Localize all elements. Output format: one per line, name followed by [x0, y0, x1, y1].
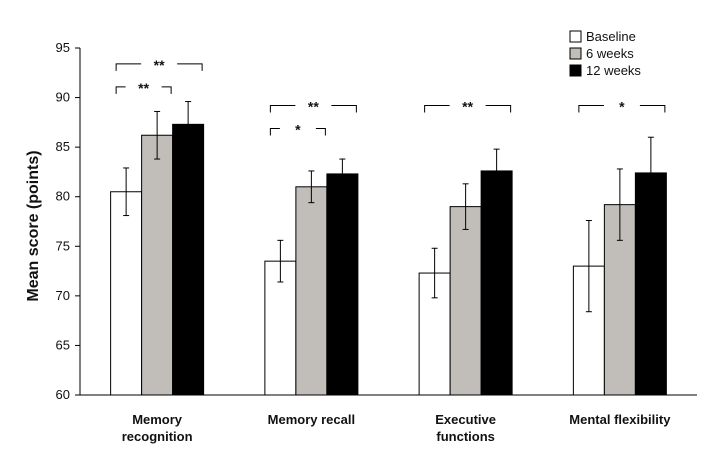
- bar: [110, 191, 143, 396]
- legend-label: 12 weeks: [586, 63, 641, 78]
- bar: [295, 186, 328, 396]
- category-labels: Memory recognition Memory recall Executive f…: [122, 412, 671, 444]
- y-axis-label: Mean score (points): [25, 150, 42, 301]
- significance-brackets: ********* *: [115, 57, 666, 138]
- y-tick-label: 70: [56, 288, 70, 303]
- significance-label: **: [308, 99, 319, 115]
- bar: [172, 123, 205, 396]
- y-tick-label: 65: [56, 337, 70, 352]
- category-label: Memory: [132, 412, 183, 427]
- y-tick-label: 85: [56, 139, 70, 154]
- legend: Baseline 6 weeks 12 weeks: [569, 29, 641, 78]
- significance-bracket: [177, 63, 203, 71]
- legend-swatch: [569, 47, 582, 60]
- significance-label: **: [462, 99, 473, 115]
- significance-bracket: [315, 128, 326, 136]
- category-label: Memory recall: [268, 412, 355, 427]
- significance-bracket: [115, 63, 142, 71]
- bar: [634, 172, 667, 396]
- bar: [141, 134, 174, 396]
- significance-bracket: [115, 86, 126, 94]
- significance-bracket: [424, 105, 450, 113]
- y-tick-label: 90: [56, 90, 70, 105]
- significance-bracket: [269, 128, 280, 136]
- bar: [326, 173, 359, 396]
- significance-bracket: [161, 86, 172, 94]
- significance-label: **: [154, 57, 165, 73]
- legend-swatch: [569, 64, 582, 77]
- category-label: Mental flexibility: [569, 412, 671, 427]
- bar: [264, 260, 297, 396]
- significance-bracket: [269, 105, 296, 113]
- significance-bracket: [485, 105, 512, 113]
- y-tick-label: 80: [56, 189, 70, 204]
- y-tick-label: 75: [56, 238, 70, 253]
- bar: [449, 206, 482, 396]
- category-label: Executive: [435, 412, 496, 427]
- significance-label: *: [295, 122, 301, 138]
- significance-bracket: [578, 105, 604, 113]
- category-label: recognition: [122, 429, 193, 444]
- error-bars: [123, 101, 654, 313]
- y-tick-label: 60: [56, 387, 70, 402]
- y-tick-label: 95: [56, 40, 70, 55]
- legend-label: Baseline: [586, 29, 636, 44]
- significance-bracket: [331, 105, 357, 113]
- legend-label: 6 weeks: [586, 46, 634, 61]
- significance-bracket: [639, 105, 666, 113]
- bars: [110, 123, 667, 396]
- bar: [480, 170, 513, 396]
- legend-swatch: [569, 30, 582, 43]
- category-label: functions: [436, 429, 495, 444]
- significance-label: *: [619, 99, 625, 115]
- significance-label: **: [138, 80, 149, 96]
